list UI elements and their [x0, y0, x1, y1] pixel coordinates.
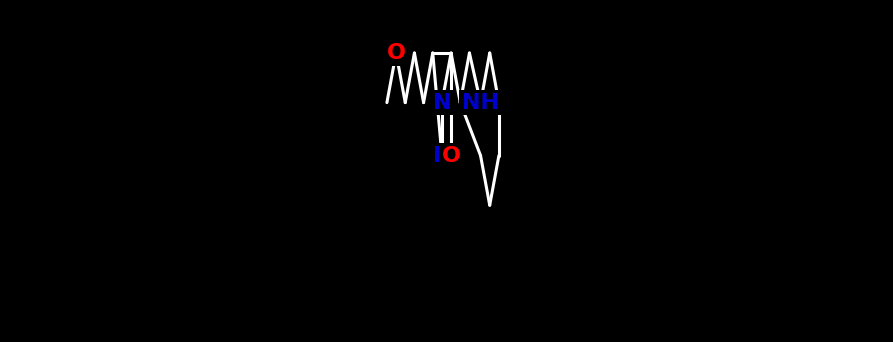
Text: N: N	[433, 93, 451, 113]
Text: NH: NH	[462, 93, 499, 113]
Text: O: O	[387, 43, 405, 63]
Text: N: N	[433, 146, 451, 166]
Text: O: O	[441, 146, 461, 166]
